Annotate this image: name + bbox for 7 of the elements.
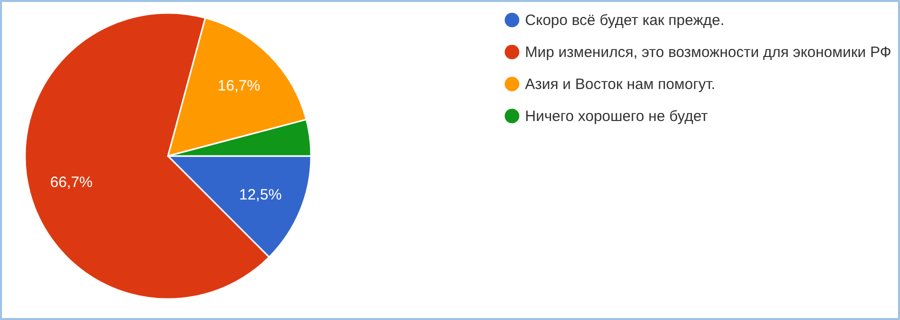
data-label: 66,7%: [50, 174, 93, 191]
data-label: 16,7%: [218, 78, 260, 95]
legend-label: Ничего хорошего не будет: [525, 108, 708, 125]
legend-label: Мир изменился, это возможности для экономики РФ: [525, 44, 892, 61]
data-label: 12,5%: [239, 186, 282, 204]
legend-label: Скоро всё будет как прежде.: [525, 12, 724, 29]
legend-label: Азия и Восток нам помогут.: [525, 76, 716, 93]
